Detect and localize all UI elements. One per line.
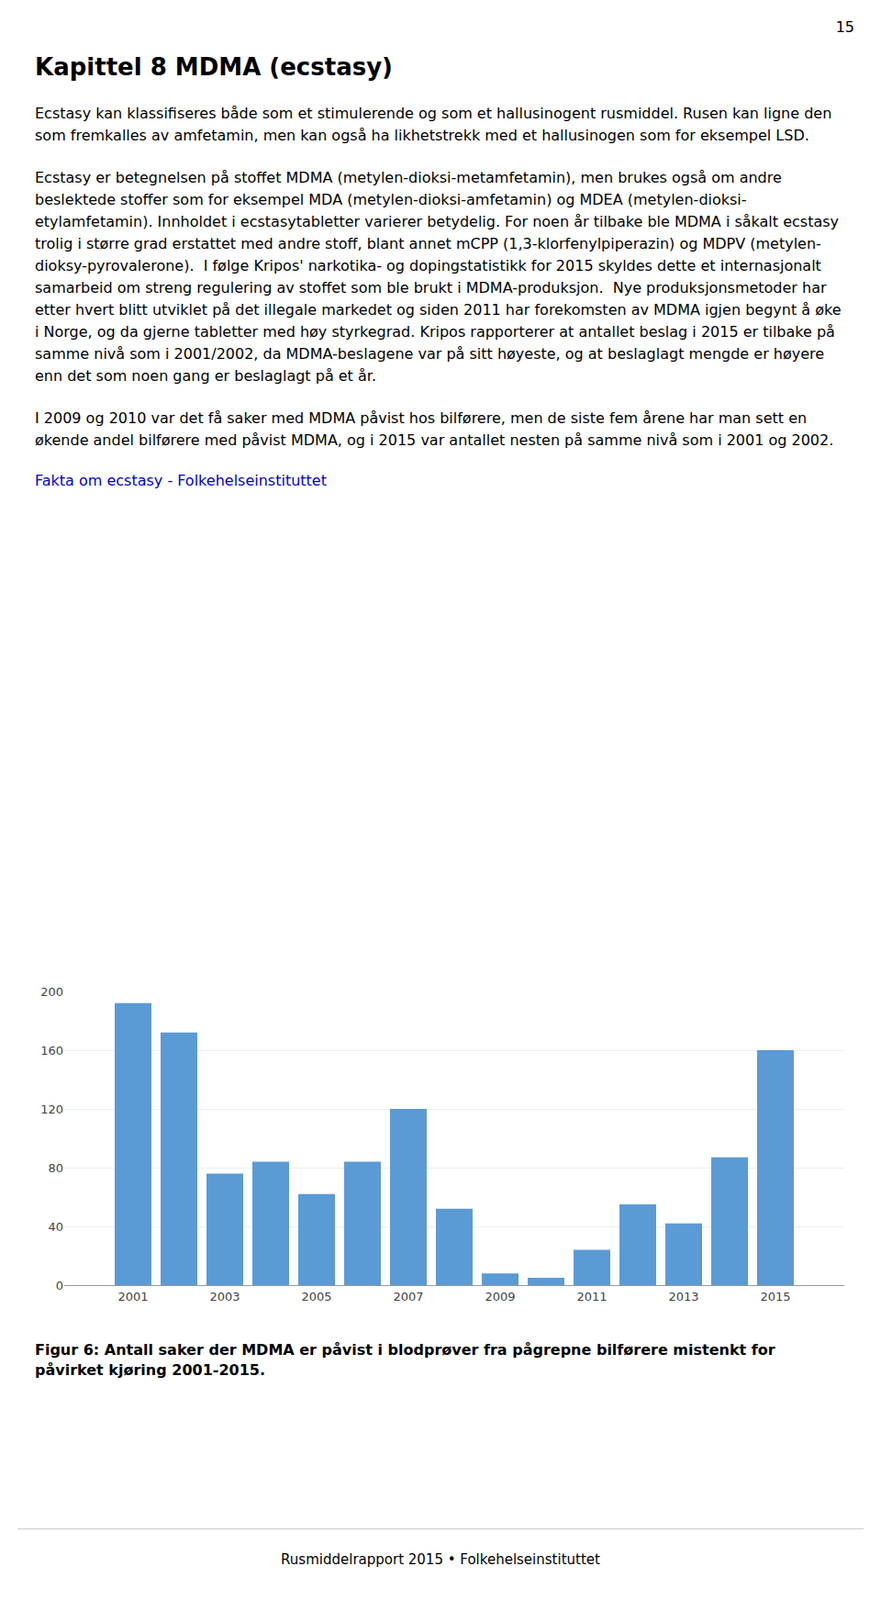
svg-text:200: 200 [40,984,64,999]
svg-text:2013: 2013 [668,1289,699,1304]
svg-text:2007: 2007 [392,1289,424,1304]
svg-text:120: 120 [40,1102,64,1116]
svg-text:2001: 2001 [117,1289,148,1304]
svg-text:160: 160 [40,1043,64,1058]
html-text:Rusmiddelrapport 2015 • Folkeh: Rusmiddelrapport 2015 • Folkehelseinstit… [280,1550,601,1568]
svg-text:40: 40 [47,1219,64,1234]
svg-text:80: 80 [47,1160,64,1175]
svg-text:2011: 2011 [576,1289,607,1304]
svg-text:2015: 2015 [759,1289,791,1304]
svg-text:2005: 2005 [301,1289,332,1304]
html-text:Figur 6: Antall saker der MDMA: Figur 6: Antall saker der MDMA er påvist… [34,1340,776,1379]
html-text:Kapittel 8 MDMA (ecstasy): Kapittel 8 MDMA (ecstasy) [34,53,393,81]
html-text:Fakta om ecstasy - Folkehelsei: Fakta om ecstasy - Folkehelseinstituttet [34,471,327,490]
html-text:Ecstasy kan klassifiseres både: Ecstasy kan klassifiseres både som et st… [34,104,837,145]
html-text:15: 15 [835,18,855,36]
svg-text:2009: 2009 [484,1289,515,1304]
svg-text:0: 0 [55,1278,64,1293]
html-text:Ecstasy er betegnelsen på stof: Ecstasy er betegnelsen på stoffet MDMA (… [34,168,846,385]
svg-text:2003: 2003 [209,1289,240,1304]
html-text:I 2009 og 2010 var det få sake: I 2009 og 2010 var det få saker med MDMA… [34,409,834,449]
